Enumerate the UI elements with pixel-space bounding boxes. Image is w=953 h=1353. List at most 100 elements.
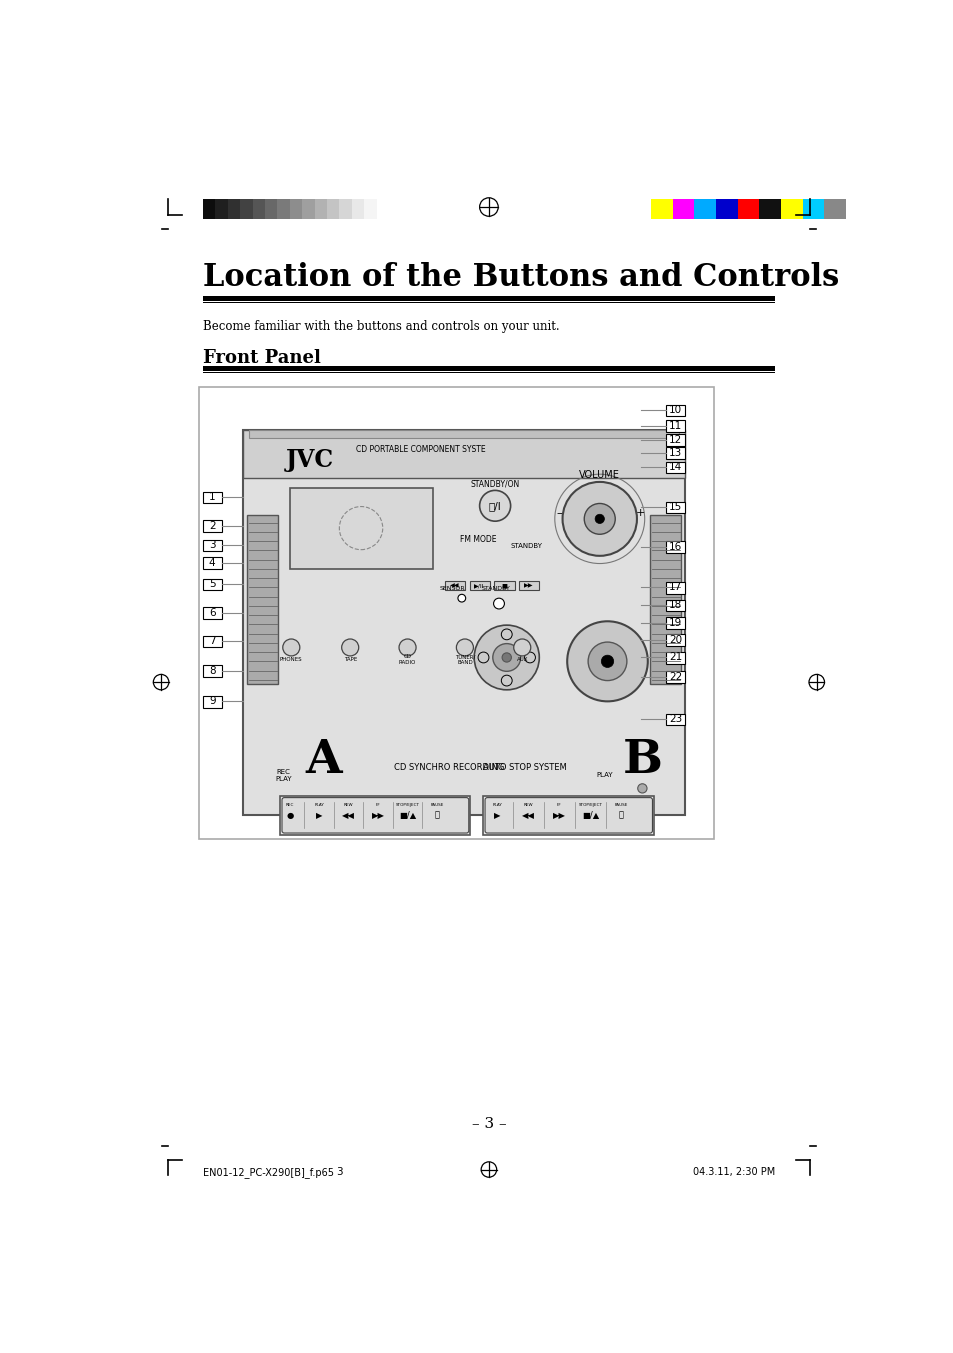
- Text: 14: 14: [668, 463, 681, 472]
- Bar: [339, 199, 352, 219]
- Bar: [666, 671, 684, 683]
- Bar: [290, 488, 433, 568]
- Circle shape: [457, 594, 465, 602]
- FancyBboxPatch shape: [282, 798, 468, 833]
- Bar: [494, 582, 514, 590]
- Text: 22: 22: [668, 671, 681, 682]
- Text: A: A: [305, 737, 341, 783]
- Bar: [277, 199, 290, 219]
- Text: REW: REW: [523, 804, 533, 808]
- Circle shape: [500, 675, 512, 686]
- Text: 6: 6: [209, 607, 215, 618]
- Text: REW: REW: [343, 804, 354, 808]
- Text: VOLUME: VOLUME: [578, 469, 619, 480]
- Bar: [666, 713, 684, 725]
- Text: REC: REC: [285, 804, 294, 808]
- Bar: [228, 199, 240, 219]
- Text: ◀◀: ◀◀: [450, 583, 459, 589]
- Bar: [781, 199, 802, 219]
- Bar: [203, 302, 774, 303]
- Bar: [243, 430, 684, 816]
- Text: ▶: ▶: [315, 810, 322, 820]
- Text: ●: ●: [286, 810, 294, 820]
- Bar: [737, 199, 759, 219]
- Bar: [666, 405, 684, 417]
- Bar: [253, 199, 265, 219]
- Circle shape: [562, 482, 637, 556]
- Text: –: –: [556, 507, 561, 518]
- Text: TAPE: TAPE: [343, 658, 356, 662]
- Text: 10: 10: [668, 406, 681, 415]
- Text: PLAY: PLAY: [596, 773, 613, 778]
- Bar: [469, 582, 489, 590]
- Bar: [649, 515, 680, 685]
- Text: 7: 7: [209, 636, 215, 647]
- Text: ■/▲: ■/▲: [581, 810, 598, 820]
- Text: 17: 17: [668, 582, 681, 593]
- Bar: [203, 695, 221, 708]
- Bar: [203, 557, 221, 568]
- Text: 9: 9: [209, 697, 215, 706]
- Bar: [666, 617, 684, 629]
- Bar: [249, 430, 679, 438]
- Text: ■/▲: ■/▲: [398, 810, 416, 820]
- Text: EN01-12_PC-X290[B]_f.p65: EN01-12_PC-X290[B]_f.p65: [203, 1168, 334, 1178]
- Bar: [327, 199, 339, 219]
- Bar: [302, 199, 314, 219]
- Text: PAUSE: PAUSE: [430, 804, 443, 808]
- Bar: [352, 199, 364, 219]
- Text: 11: 11: [668, 421, 681, 430]
- Bar: [203, 579, 221, 590]
- Text: FF: FF: [375, 804, 380, 808]
- Text: 04.3.11, 2:30 PM: 04.3.11, 2:30 PM: [692, 1168, 774, 1177]
- Text: PHONES: PHONES: [279, 658, 302, 662]
- Text: ⏸: ⏸: [618, 810, 623, 820]
- Bar: [666, 421, 684, 432]
- Text: 4: 4: [209, 557, 215, 568]
- Text: STOP/EJECT: STOP/EJECT: [395, 804, 419, 808]
- Circle shape: [513, 639, 530, 656]
- Bar: [666, 434, 684, 445]
- Text: JVC: JVC: [286, 448, 334, 472]
- Circle shape: [500, 629, 512, 640]
- Text: Location of the Buttons and Controls: Location of the Buttons and Controls: [203, 262, 839, 294]
- Circle shape: [493, 644, 520, 671]
- Bar: [203, 666, 221, 676]
- Text: 8: 8: [209, 666, 215, 675]
- Text: 16: 16: [668, 541, 681, 552]
- Text: 12: 12: [668, 434, 681, 445]
- Text: FM MODE: FM MODE: [459, 536, 497, 544]
- Text: SENSOR: SENSOR: [439, 586, 465, 591]
- Text: PLAY: PLAY: [492, 804, 502, 808]
- Bar: [203, 607, 221, 618]
- Text: Front Panel: Front Panel: [203, 349, 320, 367]
- Text: PLAY: PLAY: [314, 804, 324, 808]
- Bar: [666, 541, 684, 553]
- Text: ▶: ▶: [494, 810, 500, 820]
- Bar: [203, 492, 221, 503]
- Text: 5: 5: [209, 579, 215, 590]
- Bar: [199, 387, 714, 839]
- Text: 3: 3: [209, 540, 215, 551]
- Text: Become familiar with the buttons and controls on your unit.: Become familiar with the buttons and con…: [203, 321, 559, 333]
- Bar: [823, 199, 845, 219]
- Bar: [314, 199, 327, 219]
- Bar: [203, 521, 221, 532]
- Circle shape: [474, 625, 538, 690]
- Text: ▶▶: ▶▶: [372, 810, 384, 820]
- Circle shape: [341, 639, 358, 656]
- Text: PAUSE: PAUSE: [614, 804, 627, 808]
- FancyBboxPatch shape: [484, 798, 652, 833]
- Text: ◀◀: ◀◀: [521, 810, 535, 820]
- Bar: [265, 199, 277, 219]
- Text: 21: 21: [668, 652, 681, 663]
- Bar: [203, 636, 221, 648]
- Circle shape: [524, 652, 535, 663]
- Text: ▶▶: ▶▶: [553, 810, 565, 820]
- Text: STANDBY: STANDBY: [510, 543, 542, 549]
- Circle shape: [479, 490, 510, 521]
- Text: ▶▶: ▶▶: [524, 583, 534, 589]
- Text: 2: 2: [209, 521, 215, 530]
- Bar: [376, 199, 389, 219]
- Text: AUX: AUX: [516, 658, 527, 662]
